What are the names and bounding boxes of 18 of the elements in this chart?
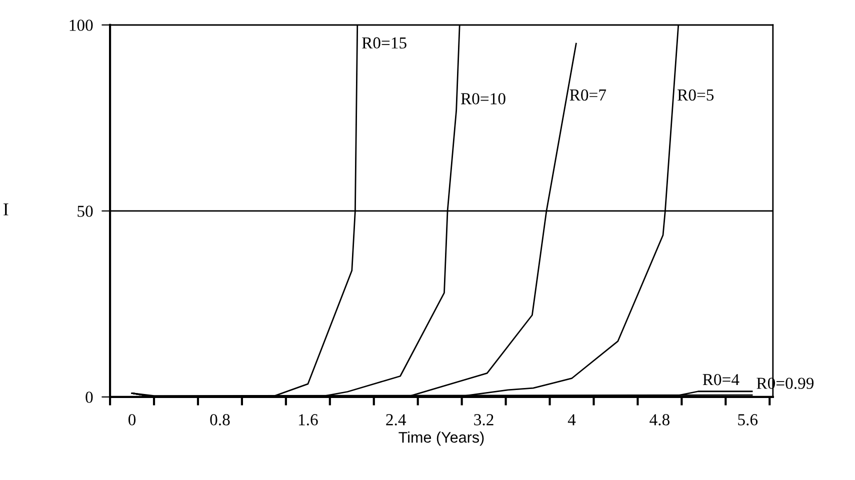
x-tick-label: 0 <box>128 414 136 426</box>
annotation: R0=10 <box>460 93 506 104</box>
annotation: R0=15 <box>362 37 406 49</box>
x-tick-label: 4.8 <box>650 414 670 426</box>
annotation: R0=7 <box>570 89 606 101</box>
y-tick-label: 50 <box>78 206 93 217</box>
y-axis-title: I <box>4 203 8 216</box>
x-tick-label: 1.6 <box>298 414 318 426</box>
annotation: R0=5 <box>678 89 714 101</box>
x-tick-label: 4 <box>568 414 576 426</box>
y-tick-label: 100 <box>70 20 93 31</box>
x-tick-label: 5.6 <box>738 414 758 426</box>
x-tick-label: 2.4 <box>386 414 406 426</box>
x-tick-label: 0.8 <box>210 414 230 426</box>
x-axis-title: Time (Years) <box>398 432 484 446</box>
x-tick-label: 3.2 <box>474 414 494 426</box>
y-tick-label: 0 <box>86 392 93 403</box>
annotation: R0=4 <box>702 374 740 386</box>
